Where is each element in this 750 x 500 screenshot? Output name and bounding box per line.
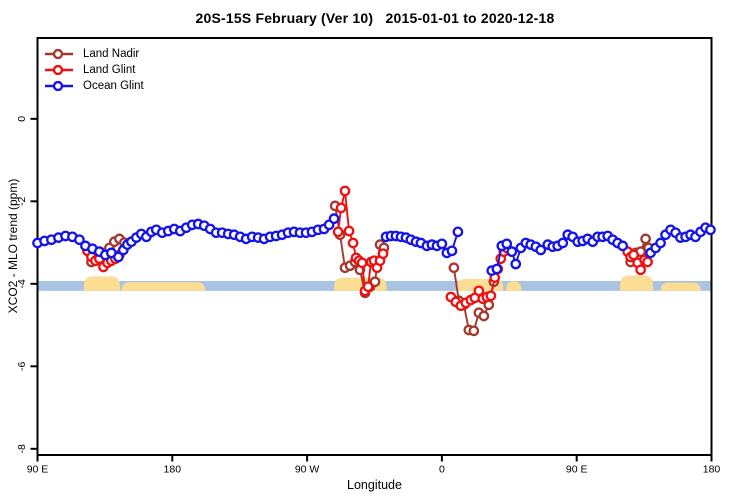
series-ocean-glint xyxy=(32,213,716,276)
data-point xyxy=(113,251,124,263)
data-point xyxy=(377,248,389,260)
data-point xyxy=(347,237,359,249)
land-blob xyxy=(660,282,702,291)
data-point xyxy=(468,325,480,337)
data-point xyxy=(705,224,716,236)
legend-item-land-glint: Land Glint xyxy=(44,63,144,77)
data-point xyxy=(448,262,460,274)
legend-item-ocean-glint: Ocean Glint xyxy=(44,79,144,93)
data-point xyxy=(478,310,490,322)
data-point xyxy=(328,213,340,225)
data-point xyxy=(535,244,547,256)
data-point xyxy=(557,237,569,249)
data-point xyxy=(617,240,629,252)
x-tick-label: 0 xyxy=(439,464,445,476)
data-point xyxy=(335,202,347,214)
land-blob xyxy=(620,275,654,291)
data-point xyxy=(501,238,513,250)
x-tick-label: 90 E xyxy=(27,464,49,476)
data-point xyxy=(485,290,497,302)
data-point xyxy=(640,233,651,245)
x-axis-ticks: 90 E 180 90 W 0 90 E 180 xyxy=(27,455,721,476)
data-point xyxy=(369,276,381,288)
data-point xyxy=(446,245,458,257)
data-point xyxy=(343,225,355,237)
data-point xyxy=(332,226,344,238)
data-point xyxy=(436,238,448,250)
y-axis-label: XCO2 - MLO trend (ppm) xyxy=(6,178,20,314)
data-point xyxy=(642,256,653,268)
data-point xyxy=(362,281,374,293)
y-tick-label: -8 xyxy=(16,444,28,453)
data-point xyxy=(74,234,85,246)
plot-box xyxy=(36,37,713,456)
y-tick-label: -4 xyxy=(16,279,28,288)
y-tick-label: -2 xyxy=(16,197,28,206)
legend-label-ocean-glint: Ocean Glint xyxy=(83,80,144,92)
data-point xyxy=(628,249,639,261)
legend-marker-ocean-glint xyxy=(45,81,73,91)
y-tick-label: -6 xyxy=(16,361,28,370)
x-tick-label: 90 E xyxy=(566,464,588,476)
data-point xyxy=(506,246,518,258)
data-point xyxy=(356,257,368,269)
legend: Land Nadir Land Glint Ocean Glint xyxy=(44,47,144,93)
chart-title: 20S-15S February (Ver 10) 2015-01-01 to … xyxy=(195,10,555,26)
x-tick-label: 180 xyxy=(164,464,182,476)
data-point xyxy=(452,226,464,238)
land-blob xyxy=(506,281,522,291)
data-point xyxy=(339,185,351,197)
data-point xyxy=(635,264,647,276)
series-land-glint xyxy=(82,185,653,312)
x-tick-label: 180 xyxy=(703,464,721,476)
x-axis-label: Longitude xyxy=(347,478,402,492)
legend-item-land-nadir: Land Nadir xyxy=(44,47,144,61)
legend-label-land-glint: Land Glint xyxy=(83,64,136,76)
land-blob xyxy=(121,282,206,291)
data-point xyxy=(491,263,503,275)
x-tick-label: 90 W xyxy=(295,464,320,476)
land-blob xyxy=(83,276,120,291)
legend-label-land-nadir: Land Nadir xyxy=(83,48,140,60)
legend-marker-land-nadir xyxy=(45,49,73,59)
legend-marker-land-glint xyxy=(45,65,73,75)
y-tick-label: 0 xyxy=(16,116,28,122)
y-axis-ticks: 0 -2 -4 -6 -8 xyxy=(16,116,38,453)
data-point xyxy=(510,258,522,270)
data-point xyxy=(655,237,666,249)
